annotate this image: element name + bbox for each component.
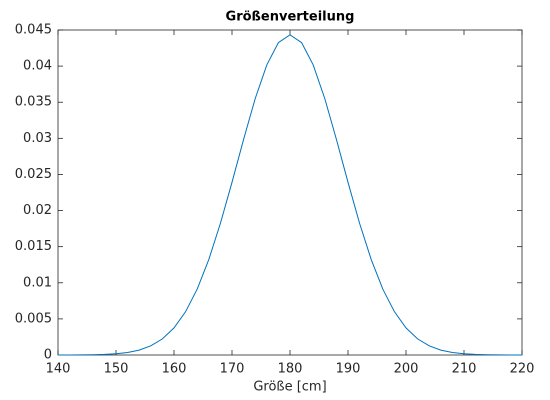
- y-tick-label: 0.02: [23, 203, 52, 218]
- x-tick-label: 160: [162, 362, 187, 377]
- y-tick-label: 0: [44, 348, 52, 363]
- x-tick-label: 170: [220, 362, 245, 377]
- y-tick-label: 0.045: [15, 23, 52, 38]
- x-tick-label: 180: [278, 362, 303, 377]
- x-tick-label: 140: [46, 362, 71, 377]
- chart-title: Größenverteilung: [226, 10, 355, 25]
- y-tick-label: 0.015: [15, 239, 52, 254]
- y-tick-label: 0.03: [23, 131, 52, 146]
- x-tick-label: 150: [104, 362, 129, 377]
- x-tick-label: 210: [452, 362, 477, 377]
- y-tick-label: 0.01: [23, 275, 52, 290]
- curve: [57, 34, 523, 356]
- y-tick-label: 0.005: [15, 311, 52, 326]
- x-axis-label: Größe [cm]: [253, 380, 326, 395]
- x-tick-label: 220: [510, 362, 535, 377]
- y-tick-label: 0.04: [23, 59, 52, 74]
- y-tick-label: 0.025: [15, 167, 52, 182]
- x-tick-label: 200: [394, 362, 419, 377]
- y-tick-label: 0.035: [15, 95, 52, 110]
- x-tick-label: 190: [336, 362, 361, 377]
